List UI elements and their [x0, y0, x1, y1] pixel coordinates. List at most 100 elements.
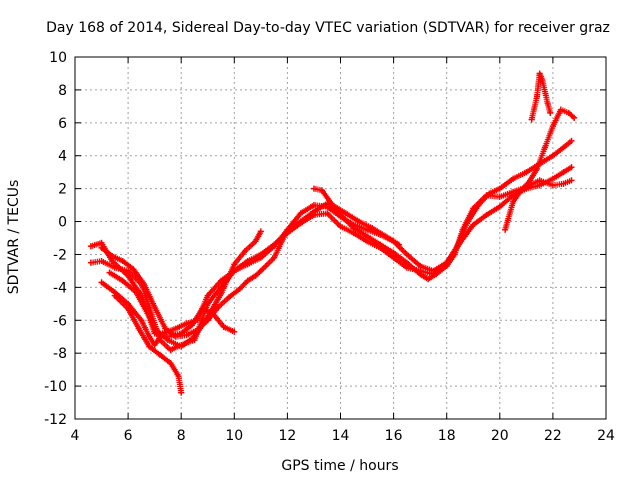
data-point [310, 211, 317, 218]
data-point [337, 223, 344, 230]
data-point [510, 198, 517, 205]
data-point [175, 373, 182, 380]
x-tick-label: 14 [332, 428, 350, 444]
data-point [125, 305, 132, 312]
data-point [369, 225, 376, 232]
data-point [109, 253, 116, 260]
x-axis-label: GPS time / hours [281, 458, 398, 474]
data-point [544, 100, 551, 107]
data-point [324, 210, 331, 217]
data-point [183, 332, 190, 339]
data-point [164, 333, 171, 340]
data-point [342, 210, 349, 217]
x-tick-label: 4 [71, 428, 80, 444]
y-axis-label: SDTVAR / TECUs [6, 180, 22, 295]
data-point [536, 70, 543, 77]
y-tick-label: 4 [58, 149, 67, 165]
series-track-5 [98, 137, 575, 340]
data-point [518, 187, 525, 194]
data-point [119, 258, 126, 265]
series-track-6 [111, 292, 185, 396]
data-point [395, 241, 402, 248]
data-point [403, 251, 410, 258]
data-point [539, 77, 546, 84]
y-tick-label: -4 [53, 280, 67, 296]
data-point [560, 144, 567, 151]
y-tick-label: 0 [58, 215, 67, 231]
series-markers [98, 137, 575, 340]
data-point [87, 243, 94, 250]
data-point [146, 304, 153, 311]
data-point [464, 218, 471, 225]
data-point [204, 317, 211, 324]
y-tick-label: -8 [53, 346, 67, 362]
data-point [337, 213, 344, 220]
data-point [135, 325, 142, 332]
data-point [390, 254, 397, 261]
data-point [236, 286, 243, 293]
data-point [297, 210, 304, 217]
data-point [425, 276, 432, 283]
data-point [252, 238, 259, 245]
data-point [533, 93, 540, 100]
x-tick-label: 8 [177, 428, 186, 444]
data-point [125, 267, 132, 274]
data-point [364, 238, 371, 245]
y-tick-label: 2 [58, 182, 67, 198]
data-point [146, 333, 153, 340]
data-point [382, 233, 389, 240]
data-point [568, 137, 575, 144]
data-point [523, 169, 530, 176]
data-point [257, 251, 264, 258]
data-point [483, 211, 490, 218]
series-track-8 [502, 106, 578, 233]
x-tick-label: 24 [597, 428, 615, 444]
data-point [141, 281, 148, 288]
data-point [111, 264, 118, 271]
data-point [502, 226, 509, 233]
y-tick-label: 10 [49, 50, 67, 66]
data-point [533, 165, 540, 172]
data-point [547, 109, 554, 116]
data-point [568, 177, 575, 184]
data-point [271, 241, 278, 248]
data-point [167, 360, 174, 367]
data-point [98, 279, 105, 286]
data-point [188, 322, 195, 329]
series-track-9 [528, 70, 554, 123]
y-tick-label: 8 [58, 83, 67, 99]
data-point [284, 226, 291, 233]
data-point [329, 202, 336, 209]
data-point [557, 106, 564, 113]
data-point [324, 203, 331, 210]
data-point [510, 175, 517, 182]
data-point [318, 187, 325, 194]
data-point [496, 203, 503, 210]
data-point [172, 325, 179, 332]
data-point [252, 272, 259, 279]
data-point [183, 320, 190, 327]
data-point [560, 180, 567, 187]
data-point [231, 328, 238, 335]
data-point [417, 262, 424, 269]
data-point [87, 259, 94, 266]
data-point [167, 346, 174, 353]
data-point [130, 266, 137, 273]
data-point [151, 341, 158, 348]
chart-title: Day 168 of 2014, Sidereal Day-to-day VTE… [46, 20, 610, 36]
series-markers [528, 70, 554, 123]
data-point [220, 323, 227, 330]
data-point [178, 389, 185, 396]
data-point [430, 267, 437, 274]
data-point [549, 152, 556, 159]
data-point [241, 248, 248, 255]
data-point [443, 259, 450, 266]
data-point [549, 175, 556, 182]
data-point [225, 294, 232, 301]
data-point [310, 202, 317, 209]
data-point [310, 185, 317, 192]
data-point [496, 185, 503, 192]
data-point [231, 261, 238, 268]
